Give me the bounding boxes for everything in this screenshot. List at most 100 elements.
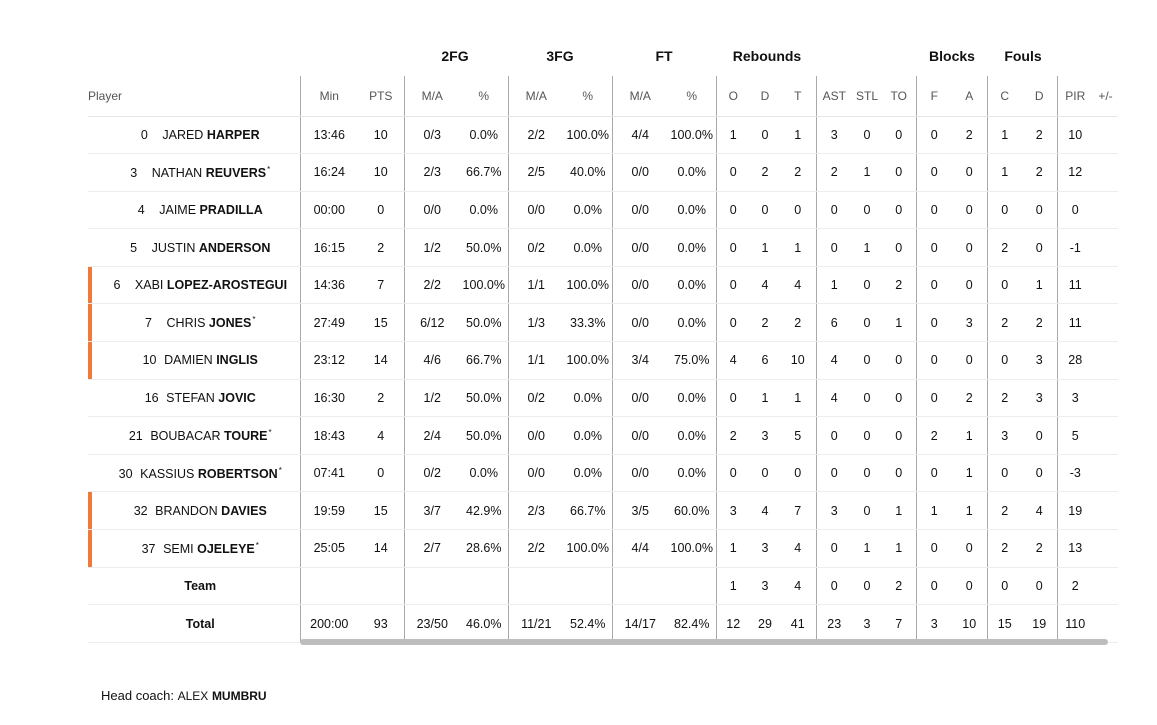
player-row[interactable]: 10 DAMIEN INGLIS 23:12 14 4/6 66.7% 1/1 100.0%… [88,341,1118,380]
stat-cell: 2 [1022,303,1057,343]
player-cell[interactable]: 3 NATHAN REUVERS* [88,153,300,192]
stat-cell: 0 [815,228,852,267]
stat-cell: 0 [852,416,882,455]
stat-cell [507,567,564,606]
group-header-3fg: 3FG [546,48,574,64]
player-cell[interactable]: 4 JAIME PRADILLA [88,191,300,230]
player-row[interactable]: 21 BOUBACAR TOURE* 18:43 4 2/4 50.0% 0/0 0.0% 0… [88,416,1118,455]
stat-cell: 2 [915,416,952,455]
stat-cell: 14:36 [299,266,358,305]
stat-cell: 0/2 [403,454,460,493]
player-cell[interactable]: 21 BOUBACAR TOURE* [88,416,300,455]
stat-cell: 50.0% [460,379,508,418]
player-last-name: TOURE [223,429,268,444]
player-row[interactable]: 6 XABI LOPEZ-AROSTEGUI 14:36 7 2/2 100.0% 1/1… [88,266,1118,305]
column-header: C [986,76,1022,117]
stat-cell: 0/2 [507,379,564,418]
stat-cell: 2 [815,153,852,192]
column-header: D [750,76,780,117]
player-number: 7 [145,316,152,331]
stat-cell: 2 [750,153,780,192]
player-row[interactable]: 32 BRANDON DAVIES 19:59 15 3/7 42.9% 2/3 66.7%… [88,491,1118,531]
player-row[interactable]: 7 CHRIS JONES* 27:49 15 6/12 50.0% 1/3 33.3% 0/… [88,303,1118,343]
stat-cell: 0 [780,454,816,493]
column-header: STL [852,76,882,117]
stat-cell: 0/0 [611,454,668,493]
stat-cell: 25:05 [299,529,358,568]
stat-cell: 0 [815,191,852,230]
stat-cell: 46.0% [460,604,508,643]
stat-cell: 0 [715,266,750,305]
stat-cell: 1 [750,228,780,267]
stat-cell: 0/0 [611,303,668,343]
stat-cell: 0 [852,379,882,418]
stat-cell: 1 [715,567,750,606]
stat-cell: 0/0 [611,228,668,267]
horizontal-scrollbar[interactable] [300,639,1108,645]
total-row: Total 200:00 93 23/50 46.0% 11/21 52.4% 14/17 82… [88,604,1118,643]
player-cell[interactable]: 0 JARED HARPER [88,116,300,155]
stat-cell: 0.0% [564,228,612,267]
player-row[interactable]: 5 JUSTIN ANDERSON 16:15 2 1/2 50.0% 0/2 0.0% 0/… [88,228,1118,267]
player-row[interactable]: 3 NATHAN REUVERS* 16:24 10 2/3 66.7% 2/5 40.0%… [88,153,1118,192]
stat-cell: 19 [1022,604,1057,643]
stat-cell: 0 [986,191,1022,230]
stat-cell: 0 [915,191,952,230]
stat-cell: 0 [915,529,952,568]
stat-cell: 1/1 [507,341,564,380]
stat-cell: 3/5 [611,491,668,531]
stat-cell: 11/21 [507,604,564,643]
player-row[interactable]: 4 JAIME PRADILLA 00:00 0 0/0 0.0% 0/0 0.0% 0/0 0… [88,191,1118,230]
stat-cell: 0.0% [564,379,612,418]
stat-cell: 0 [986,266,1022,305]
team-label: Team [88,567,300,606]
stat-cell: 100.0% [668,116,716,155]
starter-indicator [88,530,92,567]
stat-cell: 2 [986,228,1022,267]
stat-cell: 2 [986,491,1022,531]
stat-cell: 52.4% [564,604,612,643]
stat-cell: 0.0% [564,191,612,230]
player-cell[interactable]: 6 XABI LOPEZ-AROSTEGUI [88,266,300,305]
player-last-name: PRADILLA [199,202,263,217]
stat-cell: 12 [715,604,750,643]
player-cell[interactable]: 16 STEFAN JOVIC [88,379,300,418]
stat-cell: 0.0% [668,228,716,267]
player-row[interactable]: 30 KASSIUS ROBERTSON* 07:41 0 0/2 0.0% 0/0 0.0… [88,454,1118,493]
player-row[interactable]: 16 STEFAN JOVIC 16:30 2 1/2 50.0% 0/2 0.0% 0/0 0… [88,379,1118,418]
stat-cell: 4 [715,341,750,380]
stat-cell: 3 [750,529,780,568]
stat-cell [460,567,508,606]
stat-cell: 2 [882,567,916,606]
player-cell[interactable]: 30 KASSIUS ROBERTSON* [88,454,300,493]
stat-cell: 0 [986,454,1022,493]
stat-cell: 4 [780,266,816,305]
player-cell[interactable]: 32 BRANDON DAVIES [88,491,300,531]
stat-cell: 41 [780,604,816,643]
stat-cell: 1 [882,303,916,343]
player-row[interactable]: 0 JARED HARPER 13:46 10 0/3 0.0% 2/2 100.0% 4/4… [88,116,1118,155]
stat-cell: 0/0 [611,416,668,455]
group-header-blocks: Blocks [929,48,975,64]
stat-cell: 11 [1056,303,1093,343]
stat-cell: 0 [882,379,916,418]
player-mark: * [267,164,271,174]
stat-cell [1093,266,1118,305]
stat-cell: 2/5 [507,153,564,192]
stat-cell [1093,116,1118,155]
player-mark: * [278,465,282,475]
column-header: Min [299,76,358,117]
stat-cell: 3 [1022,341,1057,380]
player-row[interactable]: 37 SEMI OJELEYE* 25:05 14 2/7 28.6% 2/2 100.0%… [88,529,1118,568]
stat-cell: 42.9% [460,491,508,531]
stat-cell: 5 [1056,416,1093,455]
stat-cell: 1 [780,379,816,418]
player-cell[interactable]: 5 JUSTIN ANDERSON [88,228,300,267]
stat-cell: 3 [915,604,952,643]
player-number: 10 [142,353,157,368]
player-first-name: BOUBACAR [150,429,221,444]
player-last-name: INGLIS [216,353,258,368]
player-cell[interactable]: 37 SEMI OJELEYE* [88,529,300,568]
player-cell[interactable]: 7 CHRIS JONES* [88,303,300,343]
player-cell[interactable]: 10 DAMIEN INGLIS [88,341,300,380]
